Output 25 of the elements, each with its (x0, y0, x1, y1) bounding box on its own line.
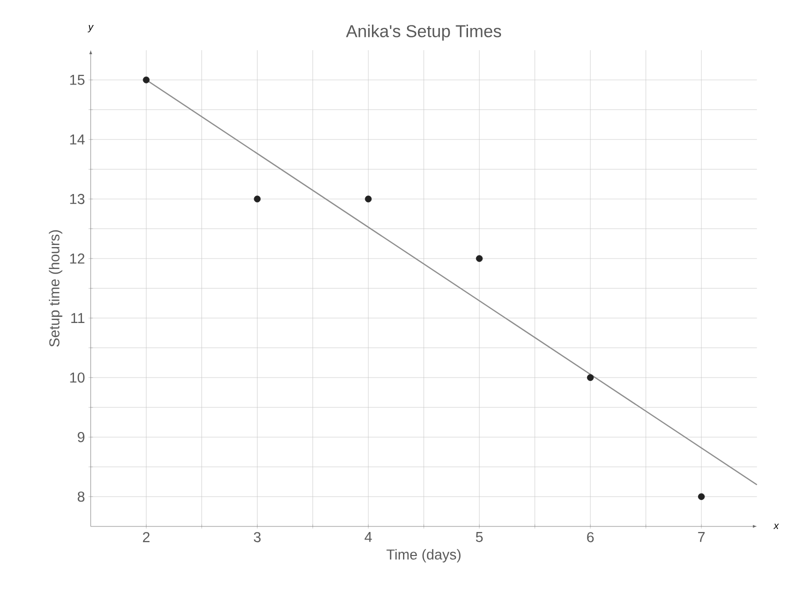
y-tick-label: 12 (70, 253, 84, 264)
text: y (88, 24, 94, 32)
x-tick-label: 2 (142, 532, 150, 542)
x-axis-title: Time (days) (386, 549, 461, 562)
point (698, 493, 705, 500)
x-tick-label: 4 (364, 532, 372, 542)
point (364, 196, 372, 202)
x-tick-label: 5 (476, 532, 483, 542)
x-tick-label: 7 (698, 532, 705, 542)
y-tick-label: 14 (70, 134, 85, 144)
point (586, 374, 594, 381)
point (254, 196, 261, 202)
point (142, 76, 150, 84)
chart-title: Anika's Setup Times (346, 24, 502, 41)
y-tick-label: 11 (71, 313, 84, 323)
y-tick-label: 9 (78, 432, 84, 442)
x-tick-label: 6 (587, 532, 594, 542)
point (476, 255, 483, 262)
y-tick-label: 10 (70, 372, 85, 383)
y-tick-label: 15 (70, 74, 84, 85)
y-axis-title: Setup time (hours) (48, 230, 62, 347)
x-tick-label: 3 (254, 532, 261, 542)
y-tick-label: 8 (78, 492, 84, 502)
y-tick-label: 13 (70, 194, 84, 204)
text: x (773, 524, 780, 529)
